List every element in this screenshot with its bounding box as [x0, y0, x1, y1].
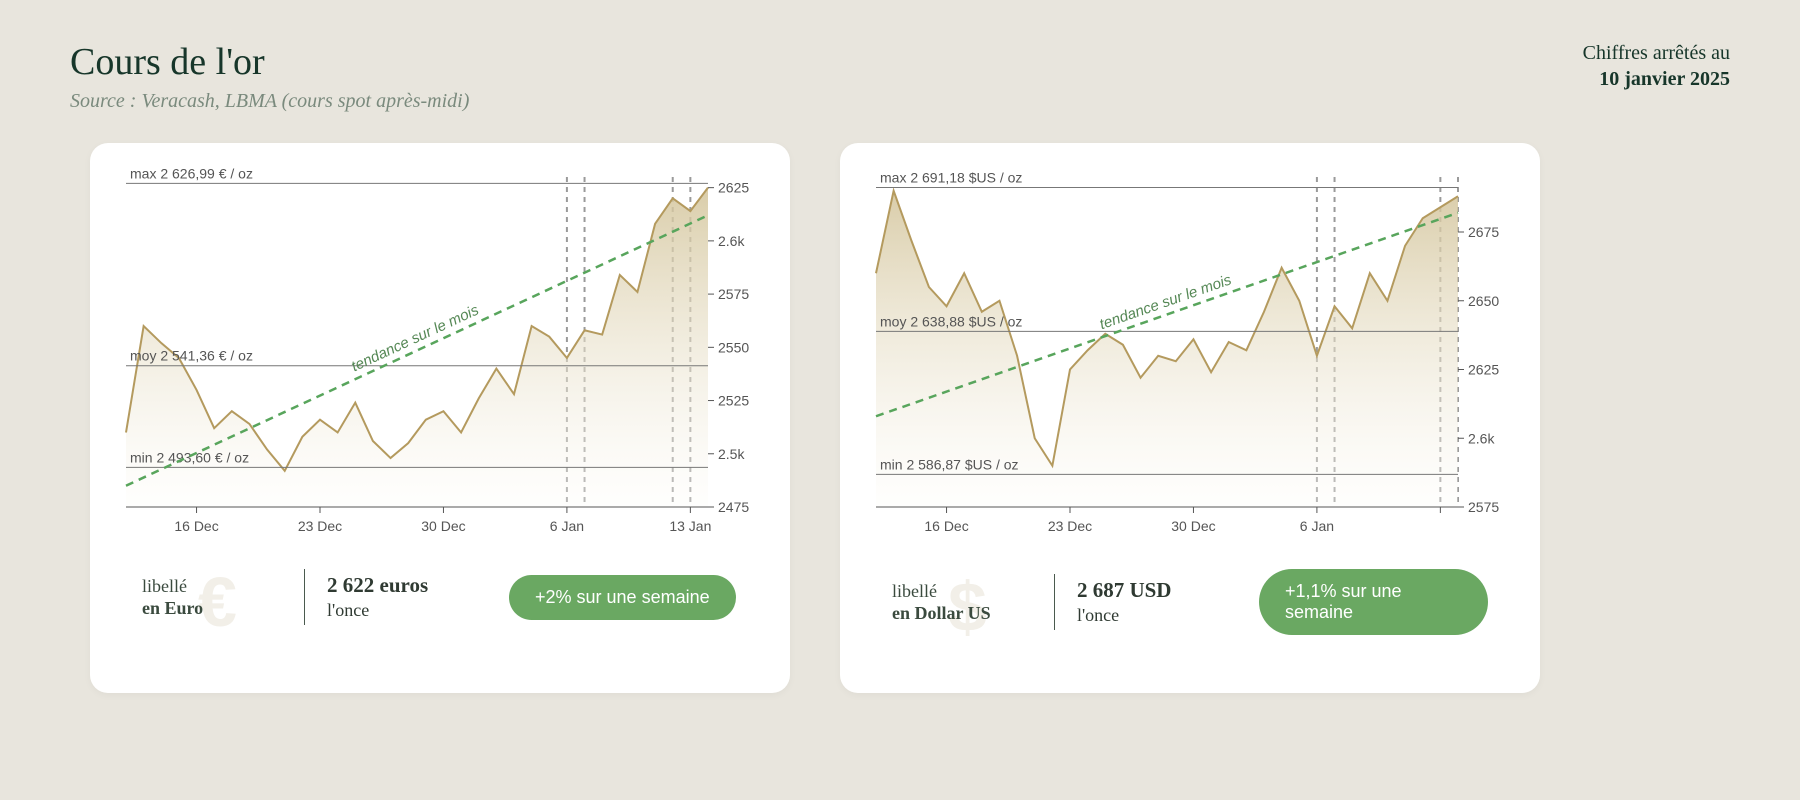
price-block-eur: 2 622 euros l'once	[327, 572, 487, 623]
svg-text:moy 2 638,88 $US / oz: moy 2 638,88 $US / oz	[880, 313, 1022, 329]
cards-row: max 2 626,99 € / oz moy 2 541,36 € / oz mi…	[0, 113, 1800, 693]
card-eur: max 2 626,99 € / oz moy 2 541,36 € / oz mi…	[90, 143, 790, 693]
svg-text:2575: 2575	[718, 286, 749, 302]
currency-block-usd: $ libellé en Dollar US	[892, 580, 1032, 625]
svg-text:2625: 2625	[1468, 362, 1499, 378]
svg-text:moy 2 541,36 € / oz: moy 2 541,36 € / oz	[130, 348, 253, 364]
page-header: Cours de l'or Source : Veracash, LBMA (c…	[0, 0, 1800, 113]
svg-text:tendance sur le mois: tendance sur le mois	[349, 301, 482, 375]
svg-text:2650: 2650	[1468, 293, 1499, 309]
svg-text:tendance sur le mois: tendance sur le mois	[1097, 271, 1234, 333]
svg-text:min 2 586,87 $US / oz: min 2 586,87 $US / oz	[880, 456, 1019, 472]
svg-text:2625: 2625	[718, 180, 749, 196]
chart-eur: max 2 626,99 € / oz moy 2 541,36 € / oz mi…	[108, 167, 772, 547]
as-of-date: 10 janvier 2025	[1583, 66, 1730, 92]
divider	[304, 569, 305, 625]
currency-label-line2: en Euro	[142, 597, 282, 620]
card-eur-footer: € libellé en Euro 2 622 euros l'once +2%…	[108, 547, 772, 625]
svg-text:2.6k: 2.6k	[718, 233, 745, 249]
svg-text:2575: 2575	[1468, 499, 1499, 515]
change-badge-usd: +1,1% sur une semaine	[1259, 569, 1488, 635]
price-unit-eur: l'once	[327, 599, 487, 622]
header-right: Chiffres arrêtés au 10 janvier 2025	[1583, 40, 1730, 92]
price-unit-usd: l'once	[1077, 604, 1237, 627]
svg-text:2550: 2550	[718, 339, 749, 355]
svg-text:13 Jan: 13 Jan	[669, 518, 711, 534]
svg-text:6 Jan: 6 Jan	[1300, 518, 1334, 534]
svg-text:30 Dec: 30 Dec	[421, 518, 465, 534]
divider	[1054, 574, 1055, 630]
price-value-usd: 2 687 USD	[1077, 577, 1237, 604]
as-of-label: Chiffres arrêtés au	[1583, 40, 1730, 66]
svg-text:30 Dec: 30 Dec	[1171, 518, 1215, 534]
card-usd-footer: $ libellé en Dollar US 2 687 USD l'once …	[858, 547, 1522, 635]
svg-text:23 Dec: 23 Dec	[298, 518, 342, 534]
svg-text:2.6k: 2.6k	[1468, 430, 1495, 446]
card-usd: max 2 691,18 $US / oz moy 2 638,88 $US / …	[840, 143, 1540, 693]
svg-text:2475: 2475	[718, 499, 749, 515]
svg-text:16 Dec: 16 Dec	[174, 518, 218, 534]
currency-label-line1: libellé	[892, 580, 1032, 603]
svg-text:2675: 2675	[1468, 224, 1499, 240]
page-title: Cours de l'or	[70, 40, 469, 84]
svg-text:16 Dec: 16 Dec	[924, 518, 968, 534]
currency-label-line1: libellé	[142, 575, 282, 598]
svg-text:min 2 493,60 € / oz: min 2 493,60 € / oz	[130, 449, 249, 465]
chart-usd: max 2 691,18 $US / oz moy 2 638,88 $US / …	[858, 167, 1522, 547]
svg-text:2.5k: 2.5k	[718, 446, 745, 462]
source-line: Source : Veracash, LBMA (cours spot aprè…	[70, 90, 469, 113]
svg-text:max 2 691,18 $US / oz: max 2 691,18 $US / oz	[880, 170, 1022, 186]
svg-text:2525: 2525	[718, 393, 749, 409]
svg-text:max 2 626,99 € / oz: max 2 626,99 € / oz	[130, 167, 253, 181]
currency-label-line2: en Dollar US	[892, 602, 1032, 625]
svg-text:6 Jan: 6 Jan	[550, 518, 584, 534]
header-left: Cours de l'or Source : Veracash, LBMA (c…	[70, 40, 469, 113]
price-block-usd: 2 687 USD l'once	[1077, 577, 1237, 628]
price-value-eur: 2 622 euros	[327, 572, 487, 599]
change-badge-eur: +2% sur une semaine	[509, 575, 736, 620]
svg-text:23 Dec: 23 Dec	[1048, 518, 1092, 534]
currency-block-eur: € libellé en Euro	[142, 575, 282, 620]
